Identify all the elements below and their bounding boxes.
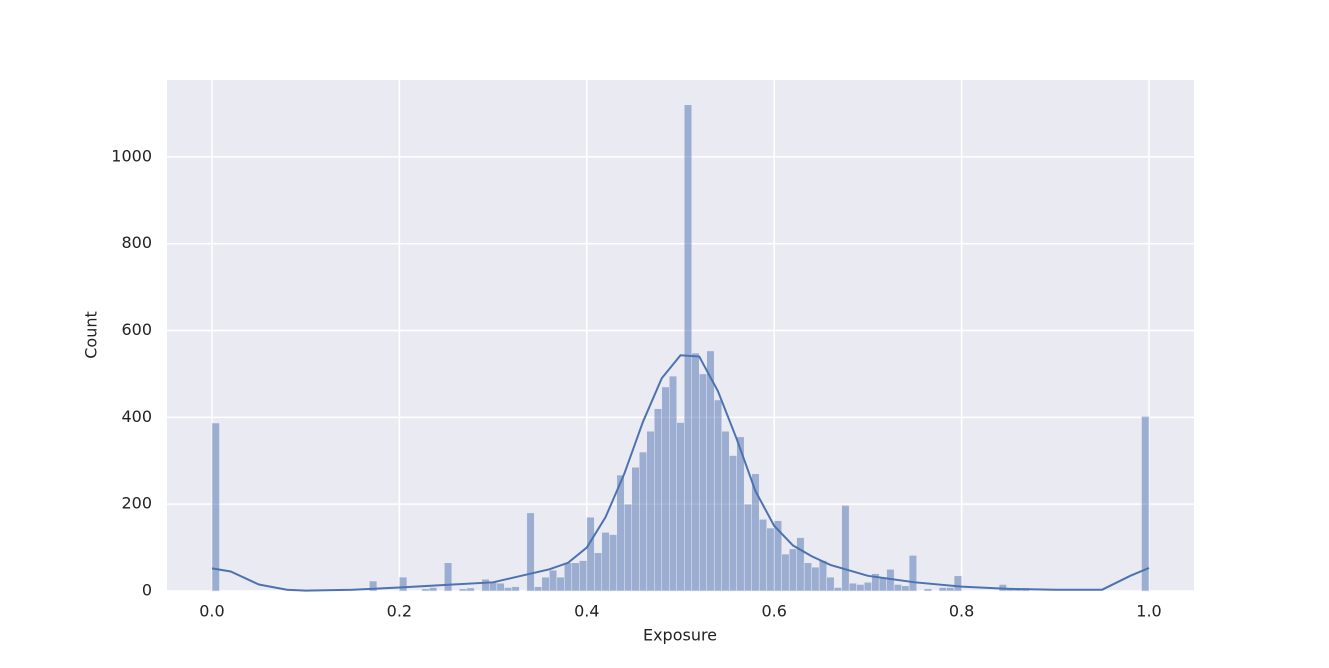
y-tick-label: 600 bbox=[121, 320, 152, 339]
bar bbox=[901, 585, 910, 592]
bar bbox=[444, 562, 453, 592]
bar bbox=[624, 503, 633, 592]
bar bbox=[706, 350, 715, 592]
bar bbox=[736, 436, 745, 592]
bar bbox=[399, 576, 408, 592]
bar bbox=[781, 553, 790, 592]
bar bbox=[833, 587, 842, 592]
y-axis-label: Count bbox=[82, 311, 101, 359]
bar bbox=[856, 584, 865, 592]
bar bbox=[811, 566, 820, 592]
x-axis-label: Exposure bbox=[643, 626, 717, 645]
bar bbox=[586, 516, 595, 592]
bar bbox=[728, 455, 737, 592]
bar bbox=[826, 576, 835, 592]
bar bbox=[459, 588, 468, 592]
bar bbox=[541, 576, 550, 592]
bar bbox=[788, 548, 797, 592]
bar bbox=[564, 562, 573, 592]
bar bbox=[646, 430, 655, 592]
bar bbox=[631, 467, 640, 592]
bar bbox=[923, 588, 932, 592]
bar bbox=[863, 582, 872, 592]
bar bbox=[481, 579, 490, 592]
bar bbox=[758, 519, 767, 592]
bar bbox=[818, 560, 827, 592]
kde-line bbox=[211, 354, 1150, 592]
bar bbox=[1141, 416, 1150, 592]
y-tick-label: 1000 bbox=[111, 146, 152, 165]
bar bbox=[698, 373, 707, 592]
bar bbox=[504, 587, 513, 592]
bar bbox=[616, 474, 625, 592]
bar bbox=[743, 503, 752, 592]
bar bbox=[766, 527, 775, 592]
bar bbox=[601, 532, 610, 592]
bar bbox=[534, 586, 543, 592]
bar bbox=[893, 584, 902, 592]
x-tick-label: 1.0 bbox=[1136, 602, 1161, 621]
x-tick-label: 0.6 bbox=[761, 602, 786, 621]
bar bbox=[661, 386, 670, 592]
bar bbox=[571, 562, 580, 592]
bar bbox=[878, 577, 887, 592]
bar bbox=[654, 408, 663, 592]
bar bbox=[841, 505, 850, 592]
bar bbox=[466, 587, 475, 592]
bar bbox=[429, 587, 438, 592]
bar bbox=[721, 430, 730, 592]
bar bbox=[938, 587, 947, 592]
y-tick-label: 800 bbox=[121, 233, 152, 252]
bar bbox=[639, 451, 648, 592]
bar bbox=[594, 552, 603, 592]
x-tick-label: 0.2 bbox=[387, 602, 412, 621]
bar bbox=[713, 399, 722, 592]
bar bbox=[549, 569, 558, 592]
x-tick-label: 0.4 bbox=[574, 602, 599, 621]
bar bbox=[691, 352, 700, 592]
bar bbox=[579, 560, 588, 592]
bar bbox=[946, 587, 955, 592]
bar bbox=[556, 576, 565, 592]
bar bbox=[908, 555, 917, 592]
bar bbox=[511, 586, 520, 592]
x-tick-label: 0.8 bbox=[949, 602, 974, 621]
bar bbox=[211, 422, 220, 592]
bar bbox=[848, 582, 857, 592]
bar bbox=[496, 582, 505, 592]
bar bbox=[796, 537, 805, 592]
bar bbox=[421, 588, 430, 592]
bar bbox=[609, 534, 618, 592]
bar bbox=[683, 104, 692, 592]
y-tick-label: 0 bbox=[142, 581, 152, 600]
bar bbox=[526, 512, 535, 592]
bar bbox=[676, 422, 685, 592]
x-tick-label: 0.0 bbox=[199, 602, 224, 621]
bar bbox=[953, 575, 962, 592]
bar bbox=[803, 562, 812, 592]
bar bbox=[369, 580, 378, 592]
y-tick-label: 400 bbox=[121, 407, 152, 426]
y-tick-label: 200 bbox=[121, 494, 152, 513]
bar bbox=[669, 375, 678, 592]
